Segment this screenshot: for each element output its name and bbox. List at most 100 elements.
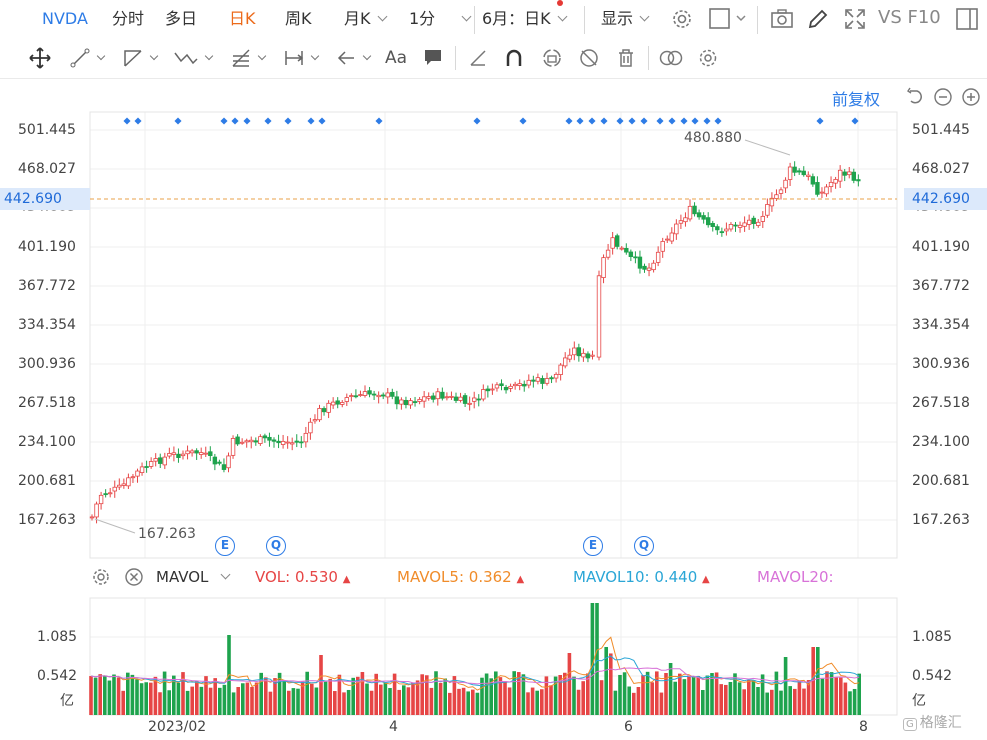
move-tool[interactable]	[27, 40, 53, 76]
display-menu-label: 显示	[601, 9, 634, 28]
candle-body	[715, 226, 720, 231]
candle-body	[628, 251, 634, 257]
earnings-badge[interactable]: E	[583, 536, 603, 556]
event-dot[interactable]	[243, 117, 251, 125]
candlestick-chart[interactable]	[0, 0, 987, 560]
event-dot[interactable]	[640, 117, 648, 125]
event-dot[interactable]	[519, 117, 527, 125]
tab-1min[interactable]: 1分	[409, 8, 472, 30]
pencil-icon[interactable]	[806, 7, 830, 31]
event-dot[interactable]	[628, 117, 636, 125]
event-dot[interactable]	[318, 117, 326, 125]
compare-f10-link[interactable]: VS F10	[878, 7, 941, 28]
event-dot[interactable]	[565, 117, 573, 125]
symbol-label[interactable]: NVDA	[42, 9, 88, 28]
event-dot[interactable]	[264, 117, 272, 125]
fibonacci-tool[interactable]	[225, 40, 269, 76]
indicator-settings-icon[interactable]	[91, 567, 111, 587]
hide-drawings-tool[interactable]	[577, 40, 601, 76]
event-dot[interactable]	[123, 117, 131, 125]
event-dot[interactable]	[691, 117, 699, 125]
line-tool[interactable]	[64, 40, 108, 76]
candle-body	[139, 466, 145, 474]
close-indicator-icon[interactable]	[124, 567, 144, 587]
volume-bar	[319, 655, 323, 715]
candle-body	[130, 476, 136, 479]
indicator-selector[interactable]: MAVOL	[156, 567, 231, 587]
event-dot[interactable]	[851, 117, 859, 125]
lock-drawings-tool[interactable]	[540, 40, 564, 76]
volume-bar	[586, 673, 590, 715]
price-adjust-toggle[interactable]: 前复权	[832, 90, 881, 109]
reference-selector[interactable]: 6月：日K	[482, 8, 568, 30]
text-tool[interactable]: Aa	[383, 40, 409, 76]
candle-body	[801, 170, 806, 176]
volume-bar	[333, 691, 337, 715]
volume-bar	[673, 681, 677, 715]
settings-gear-icon[interactable]	[670, 7, 694, 31]
candle-body	[399, 399, 404, 405]
event-dot[interactable]	[616, 117, 624, 125]
tab-monthly-k[interactable]: 月K	[344, 8, 387, 30]
tab-intraday[interactable]: 分时	[112, 9, 145, 28]
volume-bar	[402, 685, 406, 715]
candle-body	[249, 439, 254, 443]
camera-icon[interactable]	[770, 7, 794, 31]
candle-body	[810, 176, 816, 185]
candle-body	[394, 396, 400, 405]
tab-weekly-k[interactable]: 周K	[285, 9, 312, 28]
zoom-in-icon[interactable]	[962, 88, 980, 106]
fullscreen-icon[interactable]	[843, 7, 867, 31]
volume-bar	[480, 677, 484, 715]
sidebar-toggle-icon[interactable]	[955, 7, 979, 31]
event-dot[interactable]	[134, 117, 142, 125]
tab-daily-k[interactable]: 日K	[229, 9, 256, 28]
event-dot[interactable]	[588, 117, 596, 125]
event-dot[interactable]	[576, 117, 584, 125]
compare-overlay-tool[interactable]	[657, 40, 685, 76]
polyline-tool[interactable]	[170, 40, 214, 76]
event-dot[interactable]	[668, 117, 676, 125]
event-dot[interactable]	[680, 117, 688, 125]
volume-bar	[774, 671, 779, 715]
volume-bar	[820, 678, 825, 715]
delete-drawings-tool[interactable]	[614, 40, 638, 76]
drawing-settings-tool[interactable]	[696, 40, 720, 76]
event-dot[interactable]	[231, 117, 239, 125]
event-dot[interactable]	[703, 117, 711, 125]
event-dot[interactable]	[375, 117, 383, 125]
quarterly-report-badge[interactable]: Q	[266, 536, 286, 556]
event-dot[interactable]	[816, 117, 824, 125]
display-menu[interactable]: 显示	[601, 8, 650, 30]
zoom-out-icon[interactable]	[934, 88, 952, 106]
event-dot[interactable]	[307, 117, 315, 125]
channel-tool[interactable]	[117, 40, 161, 76]
arrow-tool[interactable]	[330, 40, 374, 76]
volume-chart[interactable]	[0, 590, 987, 720]
quarterly-report-badge[interactable]: Q	[634, 536, 654, 556]
reset-zoom-icon[interactable]	[907, 87, 922, 104]
volume-bar	[351, 677, 355, 715]
event-dot[interactable]	[473, 117, 481, 125]
range-tool[interactable]	[278, 40, 322, 76]
tab-multi-day[interactable]: 多日	[165, 9, 198, 28]
event-dot[interactable]	[220, 117, 228, 125]
eraser-tool[interactable]	[466, 40, 490, 76]
layout-selector-icon[interactable]	[708, 7, 748, 31]
volume-bar	[733, 673, 737, 715]
magnet-tool[interactable]	[502, 40, 526, 76]
event-dot[interactable]	[174, 117, 182, 125]
event-dot[interactable]	[600, 117, 608, 125]
earnings-badge[interactable]: E	[215, 536, 235, 556]
event-dot[interactable]	[284, 117, 292, 125]
event-dot[interactable]	[714, 117, 722, 125]
candle-body	[103, 493, 108, 496]
comment-tool[interactable]	[421, 40, 445, 76]
event-dot[interactable]	[656, 117, 664, 125]
volume-bar	[397, 689, 401, 715]
candle-body	[126, 477, 131, 487]
volume-bar	[687, 675, 691, 715]
volume-bar	[521, 674, 526, 715]
candle-body	[833, 179, 838, 184]
candle-body	[581, 352, 586, 358]
